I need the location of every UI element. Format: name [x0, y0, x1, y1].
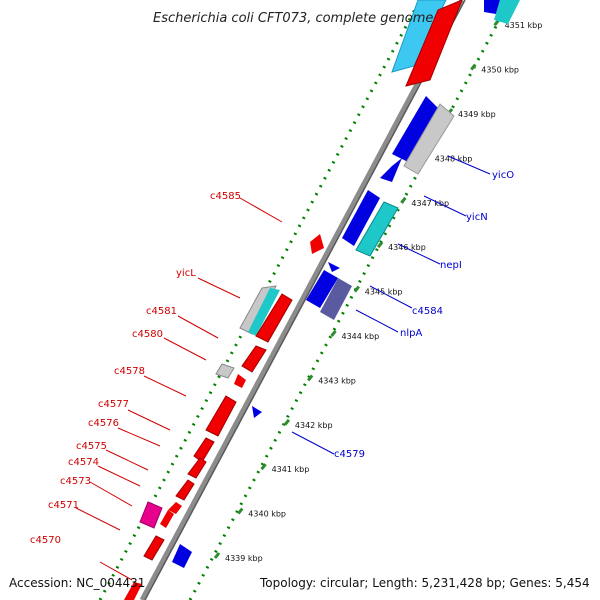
gene-cyan-yicL	[248, 288, 280, 336]
tick-label: 4343 kbp	[318, 376, 356, 385]
genome-backbone-shadow	[144, 0, 466, 600]
gene-label: c4574	[68, 457, 99, 468]
tick-mark	[470, 63, 477, 71]
gene-label: c4571	[48, 500, 79, 511]
gene-label: c4570	[30, 535, 61, 546]
label-connectors-right	[291, 155, 491, 455]
tick-label: 4340 kbp	[248, 510, 286, 519]
gene-blue-4346	[342, 190, 380, 246]
gene-red-c4575	[187, 457, 207, 479]
gene-red-c4581	[255, 293, 293, 343]
gene-gray-4348	[403, 103, 455, 175]
gene-label: nepI	[440, 260, 462, 271]
gene-red-c4573	[168, 502, 182, 514]
gene-label: c4579	[334, 449, 365, 460]
label-connectors-left	[75, 197, 283, 581]
accession-text: Accession: NC_004431	[9, 576, 145, 590]
gene-label: c4584	[412, 306, 443, 317]
gene-label: yicN	[466, 212, 488, 223]
gene-red-c4580	[241, 345, 267, 373]
gene-red-c4578	[234, 374, 246, 388]
tick-label: 4346 kbp	[388, 243, 426, 252]
gene-labels-right: c4579 nlpA c4584 nepI yicN yicO	[334, 170, 514, 460]
tick-label: 4341 kbp	[272, 465, 310, 474]
gene-labels-left: c4570 c4571 c4573 c4574 c4575 c4576 c457…	[30, 191, 241, 546]
gene-red-c4574	[175, 479, 195, 501]
gene-label: nlpA	[400, 328, 422, 339]
gene-blue-small-4345	[328, 262, 340, 272]
gene-red-c4577	[205, 395, 237, 437]
gene-red-c4570	[143, 535, 165, 561]
tick-label: 4342 kbp	[295, 421, 333, 430]
gene-blue-4349	[392, 96, 438, 162]
gene-label: c4578	[114, 366, 145, 377]
gene-label: c4585	[210, 191, 241, 202]
gene-magenta-c4571	[139, 501, 163, 529]
gene-slate-nlpA	[320, 278, 352, 320]
gene-red-c4576	[193, 437, 215, 463]
tick-labels: 4339 kbp 4340 kbp 4341 kbp 4342 kbp 4343 kbp…	[225, 21, 542, 563]
tick-label: 4339 kbp	[225, 554, 263, 563]
gene-label: yicL	[176, 268, 196, 279]
tick-mark	[330, 330, 337, 337]
tick-mark	[283, 418, 291, 426]
tick-label: 4351 kbp	[505, 21, 543, 30]
gene-blue-top-right	[484, 0, 500, 14]
tick-mark	[307, 374, 314, 382]
gene-label: c4575	[76, 441, 107, 452]
map-title: Escherichia coli CFT073, complete genome	[153, 11, 433, 26]
tick-mark	[353, 285, 360, 293]
gene-blue-4339	[172, 544, 192, 568]
gene-red-c4571	[160, 510, 174, 528]
tick-mark	[376, 241, 384, 249]
gene-features	[124, 0, 520, 600]
gene-cyan-top-right	[494, 0, 520, 24]
genome-backbone	[139, 0, 465, 600]
tick-label: 4350 kbp	[481, 66, 519, 75]
gene-label: c4577	[98, 399, 129, 410]
gene-label: c4576	[88, 418, 119, 429]
tick-label: 4349 kbp	[458, 110, 496, 119]
gene-blue-c4579	[252, 406, 262, 418]
gene-red-bottom	[124, 582, 142, 600]
gene-label: c4580	[132, 329, 163, 340]
tick-marks	[213, 19, 500, 559]
gene-label: c4573	[60, 476, 91, 487]
gene-blue-4347	[380, 158, 402, 182]
topology-text: Topology: circular; Length: 5,231,428 bp…	[259, 576, 590, 590]
gene-red-small-4345	[310, 234, 324, 254]
tick-label: 4345 kbp	[365, 288, 403, 297]
tick-mark	[260, 463, 267, 471]
tick-dotted-line-outer	[188, 0, 512, 600]
gene-label: c4581	[146, 306, 177, 317]
tick-label: 4347 kbp	[411, 199, 449, 208]
gene-blue-c4584	[306, 270, 338, 308]
gene-red-top	[405, 0, 463, 87]
tick-mark	[400, 196, 407, 204]
gene-cyan-4346	[355, 201, 399, 257]
tick-mark	[213, 552, 221, 559]
tick-mark	[237, 507, 244, 515]
gene-gray-c4578	[215, 363, 235, 379]
gene-label: yicO	[492, 170, 514, 181]
tick-label: 4344 kbp	[342, 332, 380, 341]
